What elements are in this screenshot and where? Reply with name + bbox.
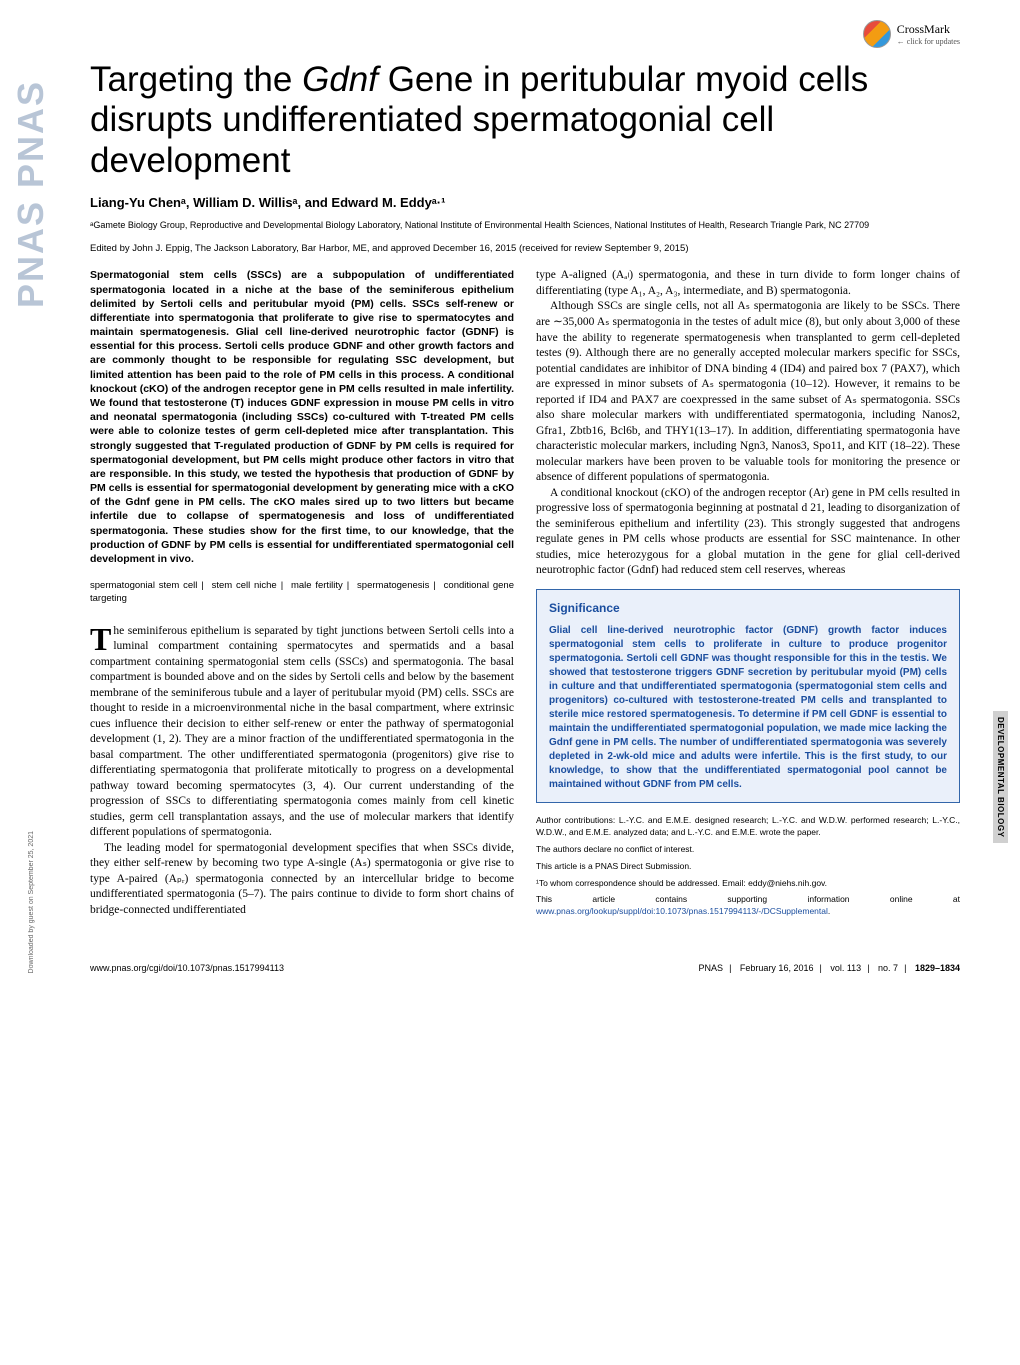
footer-volume: vol. 113 [830, 963, 861, 973]
title-gene: Gdnf [302, 60, 378, 99]
crossmark-badge[interactable]: CrossMark ← click for updates [863, 20, 960, 48]
body-paragraph: The leading model for spermatogonial dev… [90, 841, 514, 919]
title-pre: Targeting the [90, 60, 302, 99]
footnotes: Author contributions: L.-Y.C. and E.M.E.… [536, 815, 960, 918]
supp-link[interactable]: www.pnas.org/lookup/suppl/doi:10.1073/pn… [536, 906, 828, 916]
keywords: spermatogonial stem cell| stem cell nich… [90, 580, 514, 606]
crossmark-label: CrossMark [897, 22, 960, 37]
crossmark-icon [863, 20, 891, 48]
right-column: type A-aligned (Aₐₗ) spermatogonia, and … [536, 268, 960, 923]
author-list: Liang-Yu Chenᵃ, William D. Willisᵃ, and … [90, 195, 960, 210]
download-note: Downloaded by guest on September 25, 202… [28, 831, 35, 973]
keyword: male fertility [291, 580, 343, 591]
affiliation: ᵃGamete Biology Group, Reproductive and … [90, 220, 960, 232]
edited-by: Edited by John J. Eppig, The Jackson Lab… [90, 243, 960, 254]
page-footer: www.pnas.org/cgi/doi/10.1073/pnas.151799… [90, 953, 960, 973]
keyword: spermatogonial stem cell [90, 580, 197, 591]
footer-doi: www.pnas.org/cgi/doi/10.1073/pnas.151799… [90, 963, 284, 973]
supp-pre: This article contains supporting informa… [536, 894, 960, 904]
significance-box: Significance Glial cell line-derived neu… [536, 589, 960, 803]
conflict-of-interest: The authors declare no conflict of inter… [536, 844, 960, 856]
abstract: Spermatogonial stem cells (SSCs) are a s… [90, 268, 514, 566]
footer-issue: no. 7 [878, 963, 898, 973]
keyword: stem cell niche [212, 580, 277, 591]
crossmark-sublabel: ← click for updates [897, 37, 960, 46]
footer-pages: 1829–1834 [915, 963, 960, 973]
author-contributions: Author contributions: L.-Y.C. and E.M.E.… [536, 815, 960, 839]
section-tab: DEVELOPMENTAL BIOLOGY [993, 711, 1008, 843]
pnas-sidebar-logo: PNAS PNAS [10, 80, 52, 308]
significance-heading: Significance [549, 600, 947, 616]
body-text: The seminiferous epithelium is separated… [90, 624, 514, 919]
body-paragraph: A conditional knockout (cKO) of the andr… [536, 486, 960, 579]
body-paragraph: type A-aligned (Aₐₗ) spermatogonia, and … [536, 268, 960, 299]
footer-journal: PNAS [699, 963, 724, 973]
keyword: spermatogenesis [357, 580, 429, 591]
significance-text: Glial cell line-derived neurotrophic fac… [549, 624, 947, 792]
supporting-info: This article contains supporting informa… [536, 894, 960, 918]
body-paragraph: he seminiferous epithelium is separated … [90, 625, 514, 839]
body-paragraph: Although SSCs are single cells, not all … [536, 299, 960, 485]
left-column: Spermatogonial stem cells (SSCs) are a s… [90, 268, 514, 923]
dropcap: T [90, 626, 111, 653]
supp-post: . [828, 906, 830, 916]
correspondence: ¹To whom correspondence should be addres… [536, 878, 960, 890]
body-text: type A-aligned (Aₐₗ) spermatogonia, and … [536, 268, 960, 578]
direct-submission: This article is a PNAS Direct Submission… [536, 861, 960, 873]
footer-citation: PNAS| February 16, 2016| vol. 113| no. 7… [699, 963, 960, 973]
article-title: Targeting the Gdnf Gene in peritubular m… [90, 60, 960, 181]
footer-date: February 16, 2016 [740, 963, 814, 973]
